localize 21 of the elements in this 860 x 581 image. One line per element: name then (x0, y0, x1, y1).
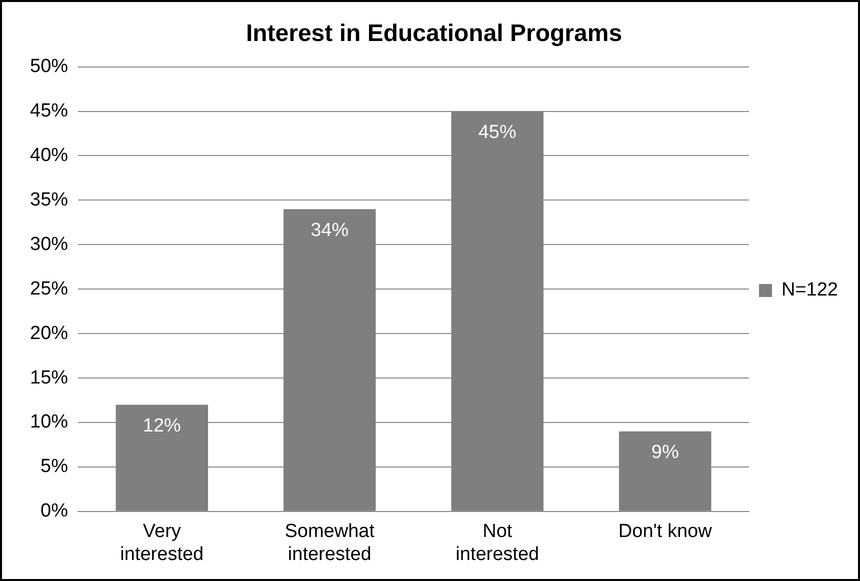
x-tick-label: Very interested (120, 521, 204, 565)
x-tick-label: Don't know (618, 521, 712, 542)
y-tick-label: 15% (30, 367, 68, 388)
data-label: 9% (651, 442, 679, 464)
y-tick-label: 30% (30, 234, 68, 255)
legend-label: N=122 (781, 280, 838, 301)
data-label: 34% (310, 220, 349, 241)
data-label: 45% (478, 122, 516, 143)
y-tick-label: 35% (30, 189, 68, 210)
x-tick-label: Somewhat interested (284, 521, 376, 565)
y-tick-label: 20% (30, 322, 68, 344)
y-tick-label: 40% (30, 144, 68, 166)
y-tick-label: 0% (40, 500, 68, 522)
y-tick-label: 10% (30, 412, 68, 433)
data-label: 12% (142, 415, 182, 436)
y-tick-label: 45% (30, 100, 68, 122)
chart-title: Interest in Educational Programs (246, 20, 622, 48)
y-tick-label: 50% (30, 56, 68, 78)
y-tick-label: 5% (40, 456, 68, 478)
y-tick-label: 25% (30, 278, 68, 300)
x-tick-label: Not interested (456, 521, 540, 565)
